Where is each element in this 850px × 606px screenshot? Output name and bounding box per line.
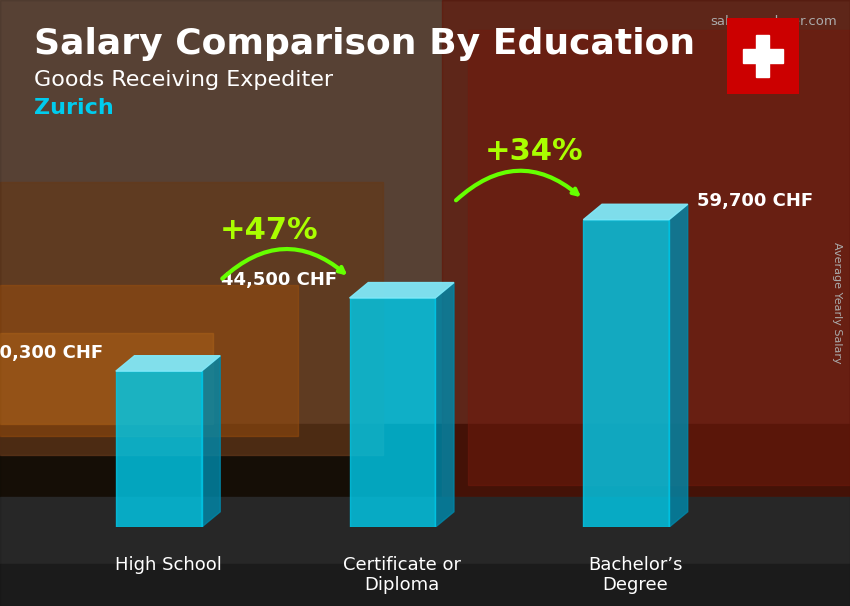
Text: Bachelor’s
Degree: Bachelor’s Degree: [588, 556, 683, 594]
Polygon shape: [349, 282, 454, 298]
Text: Zurich: Zurich: [34, 98, 114, 118]
Bar: [442, 0, 850, 497]
Polygon shape: [669, 204, 688, 527]
Bar: [583, 220, 669, 527]
Bar: [0, 564, 850, 606]
Text: 59,700 CHF: 59,700 CHF: [697, 193, 813, 210]
Bar: [468, 30, 850, 485]
Text: 30,300 CHF: 30,300 CHF: [0, 344, 104, 362]
Text: salaryexplorer.com: salaryexplorer.com: [711, 15, 837, 28]
Bar: [0, 285, 298, 436]
Bar: [0, 497, 850, 606]
Text: Goods Receiving Expediter: Goods Receiving Expediter: [34, 70, 333, 90]
Text: +47%: +47%: [220, 216, 319, 244]
Bar: [743, 49, 783, 63]
Text: 44,500 CHF: 44,500 CHF: [221, 271, 337, 288]
Bar: [116, 371, 201, 527]
Bar: [756, 35, 769, 78]
Text: High School: High School: [115, 556, 222, 573]
Polygon shape: [201, 356, 220, 527]
Bar: [0, 424, 850, 606]
Bar: [349, 298, 435, 527]
Text: Certificate or
Diploma: Certificate or Diploma: [343, 556, 461, 594]
Text: Salary Comparison By Education: Salary Comparison By Education: [34, 27, 695, 61]
Bar: [0, 0, 850, 424]
Bar: [0, 182, 382, 454]
Text: +34%: +34%: [484, 137, 584, 166]
Text: Average Yearly Salary: Average Yearly Salary: [832, 242, 842, 364]
Polygon shape: [435, 282, 454, 527]
Polygon shape: [583, 204, 688, 220]
Polygon shape: [116, 356, 220, 371]
Bar: [0, 333, 212, 424]
